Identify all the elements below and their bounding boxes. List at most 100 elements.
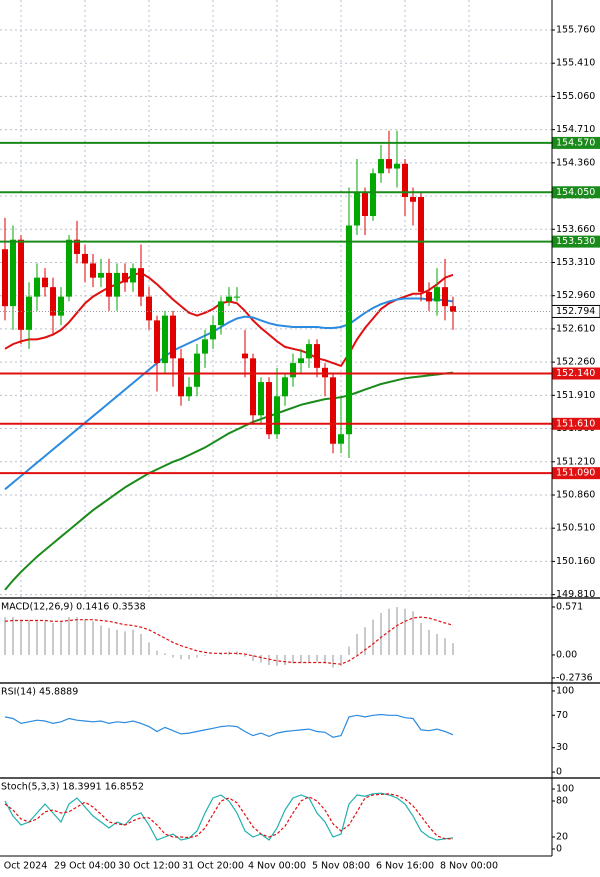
y-tick-label: 150.510 [556, 523, 595, 534]
candle-body [346, 225, 352, 435]
level-label-box [552, 417, 600, 430]
candle-body [170, 315, 176, 359]
candle-body [298, 358, 304, 364]
level-label-box [552, 186, 600, 199]
candle-body [34, 277, 40, 297]
x-tick-label: 31 Oct 20:00 [182, 861, 244, 872]
indicator-title: MACD(12,26,9) 0.1416 0.3538 [1, 602, 146, 613]
candle-body [250, 358, 256, 416]
candle-body [290, 363, 296, 378]
y-tick-label: 152.260 [556, 357, 595, 368]
indicator-line [4, 371, 454, 591]
candle-body [306, 344, 312, 359]
candle-body [10, 239, 16, 307]
candle-body [338, 434, 344, 444]
candle-body [394, 163, 400, 169]
y-tick-label: 154.710 [556, 124, 595, 135]
y-tick-label: 149.810 [556, 589, 595, 600]
y-tick-label: 100 [556, 685, 574, 696]
x-tick-label: 5 Nov 08:00 [312, 861, 370, 872]
candle-body [426, 291, 432, 302]
y-tick-label: 0.571 [556, 601, 583, 612]
y-tick-label: 80 [556, 796, 568, 807]
candle-body [138, 268, 144, 297]
candle-body [314, 344, 320, 368]
candle-body [66, 239, 72, 297]
y-tick-label: 0.00 [556, 649, 577, 660]
candle-body [370, 173, 376, 216]
indicator-line [4, 297, 454, 491]
candle-body [42, 277, 48, 288]
y-tick-label: 154.360 [556, 157, 595, 168]
candle-body [378, 159, 384, 174]
y-tick-label: 150.160 [556, 556, 595, 567]
candle-body [386, 159, 392, 169]
candle-body [178, 358, 184, 397]
y-tick-label: 155.060 [556, 91, 595, 102]
y-tick-label: 30 [556, 742, 568, 753]
indicator-line [4, 713, 454, 738]
candle-body [362, 192, 368, 216]
candle-body [434, 287, 440, 302]
candle-body [50, 287, 56, 316]
candle-body [58, 296, 64, 316]
y-tick-label: 20 [556, 831, 568, 842]
x-tick-label: 29 Oct 04:00 [54, 861, 116, 872]
y-tick-label: 152.960 [556, 290, 595, 301]
candle-body [162, 315, 168, 364]
candle-body [410, 197, 416, 202]
level-label: 151.610 [556, 418, 595, 429]
indicator-line [4, 792, 454, 841]
candle-body [74, 239, 80, 254]
indicator-line [4, 793, 454, 840]
indicator-title: RSI(14) 45.8889 [1, 687, 78, 698]
y-tick-label: 153.660 [556, 224, 595, 235]
candle-body [442, 287, 448, 307]
level-label-box [552, 367, 600, 380]
candle-body [154, 320, 160, 364]
candle-body [282, 377, 288, 397]
candle-body [242, 353, 248, 359]
x-tick-label: 8 Nov 00:00 [440, 861, 498, 872]
candle-body [418, 197, 424, 292]
level-label: 153.530 [556, 236, 595, 247]
candle-body [402, 163, 408, 198]
candle-body [146, 296, 152, 321]
level-label: 151.090 [556, 468, 595, 479]
y-tick-label: 155.410 [556, 58, 595, 69]
candle-body [18, 239, 24, 330]
candle-body [450, 306, 456, 312]
indicator-title: Stoch(5,3,3) 18.3991 16.8552 [1, 782, 144, 793]
candle-body [226, 296, 232, 302]
candle-body [354, 192, 360, 226]
y-tick-label: 0 [556, 767, 562, 778]
level-label: 154.050 [556, 187, 595, 198]
y-tick-label: 152.610 [556, 323, 595, 334]
y-tick-label: 151.210 [556, 456, 595, 467]
x-tick-label: 6 Nov 16:00 [376, 861, 434, 872]
y-tick-label: 0 [556, 843, 562, 854]
candle-body [202, 339, 208, 354]
level-label: 154.570 [556, 137, 595, 148]
candle-body [258, 382, 264, 416]
candle-body [114, 272, 120, 297]
candle-body [82, 253, 88, 264]
candle-body [194, 353, 200, 387]
candle-body [122, 272, 128, 283]
candle-body [210, 325, 216, 340]
candle-body [266, 382, 272, 435]
last-price-label: 152.794 [556, 306, 595, 317]
y-tick-label: 151.910 [556, 390, 595, 401]
candle-body [90, 263, 96, 278]
x-tick-label: 4 Nov 00:00 [248, 861, 306, 872]
candle-body [330, 377, 336, 444]
level-label-box [552, 467, 600, 480]
candle-body [218, 301, 224, 326]
candle-body [186, 386, 192, 397]
candle-body [2, 249, 8, 307]
level-label: 152.140 [556, 368, 595, 379]
candle-body [98, 272, 104, 278]
level-label-box [552, 235, 600, 248]
